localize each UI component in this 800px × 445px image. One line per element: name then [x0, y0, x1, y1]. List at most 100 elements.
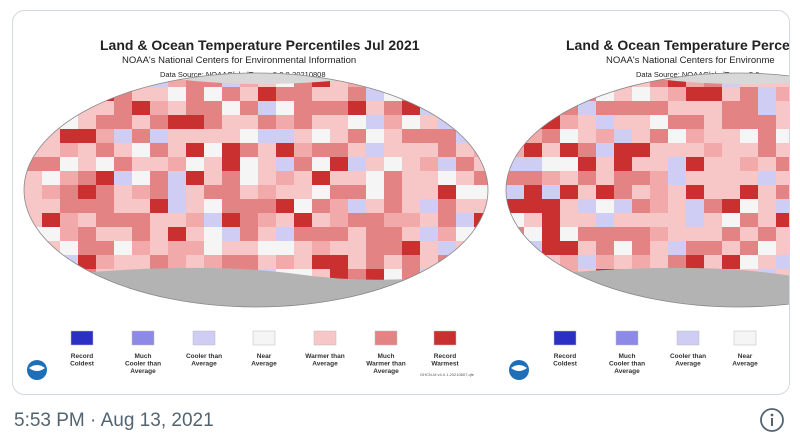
map-cell [294, 101, 312, 115]
map-cell [204, 87, 222, 101]
map-cell [524, 199, 542, 213]
map-cell [78, 115, 96, 129]
map-cell [420, 227, 438, 241]
map-cell [312, 227, 330, 241]
map-cell [96, 227, 114, 241]
map-cell [632, 255, 650, 269]
map-cell [114, 255, 132, 269]
legend-label: Coldest [70, 361, 95, 368]
map-cell [578, 185, 596, 199]
map-cell [78, 171, 96, 185]
map-cell [740, 213, 758, 227]
map-cell [402, 199, 420, 213]
map-cell [704, 185, 722, 199]
map-cell [420, 185, 438, 199]
map-cell [150, 129, 168, 143]
map-cell [668, 185, 686, 199]
legend-label: Average [130, 368, 156, 375]
legend-swatch [70, 330, 94, 346]
map-cell [276, 213, 294, 227]
map-cell [456, 185, 474, 199]
map-cell [240, 143, 258, 157]
map-cell [776, 185, 789, 199]
map-cell [560, 115, 578, 129]
map-cell [222, 115, 240, 129]
map-cell [240, 199, 258, 213]
map-cell [312, 241, 330, 255]
map-cell [650, 199, 668, 213]
map-cell [186, 185, 204, 199]
map-cell [650, 143, 668, 157]
map-cell [758, 129, 776, 143]
map-cell [258, 213, 276, 227]
map-cell [384, 241, 402, 255]
map-cell [686, 157, 704, 171]
map-cell [384, 157, 402, 171]
map-cell [348, 185, 366, 199]
map-cell [168, 171, 186, 185]
map-cell [114, 213, 132, 227]
map-cell [704, 171, 722, 185]
map-cell [438, 199, 456, 213]
map-cell [560, 199, 578, 213]
timestamp[interactable]: 5:53 PM · Aug 13, 2021 [14, 410, 214, 431]
map-cell [60, 143, 78, 157]
map-cell [132, 241, 150, 255]
legend-swatch [374, 330, 398, 346]
map-cell [776, 157, 789, 171]
map-cell [114, 129, 132, 143]
noaa-logo-bird [511, 365, 527, 371]
map-cell [650, 227, 668, 241]
map-cell [186, 129, 204, 143]
map-cell [668, 87, 686, 101]
map-cell [740, 157, 758, 171]
map-cell [560, 213, 578, 227]
map-cell [258, 199, 276, 213]
map-cell [366, 157, 384, 171]
map-cell [96, 241, 114, 255]
map-cell [258, 185, 276, 199]
map-cell [614, 115, 632, 129]
map-cell [402, 143, 420, 157]
map-cell [132, 143, 150, 157]
map-cell [24, 199, 42, 213]
map-cell [632, 213, 650, 227]
map-cell [578, 227, 596, 241]
map-cell [668, 241, 686, 255]
map-cell [794, 297, 800, 311]
map-cell [722, 129, 740, 143]
map-cell [96, 157, 114, 171]
map-cell [312, 157, 330, 171]
map-cell [150, 199, 168, 213]
map-cell [96, 129, 114, 143]
map-cell [722, 199, 740, 213]
map-cell [60, 227, 78, 241]
map-cell [150, 171, 168, 185]
map-cell [614, 241, 632, 255]
map-cell [614, 157, 632, 171]
legend-label: Average [191, 361, 217, 368]
map-cell [312, 87, 330, 101]
map-cell [420, 143, 438, 157]
map-cell [542, 157, 560, 171]
legend-label: Average [373, 368, 399, 375]
map-cell [650, 101, 668, 115]
info-icon[interactable] [757, 405, 787, 435]
map-cell [578, 255, 596, 269]
map-cell [776, 255, 789, 269]
map-cell [722, 87, 740, 101]
map-cell [204, 143, 222, 157]
map-cell [560, 157, 578, 171]
map-cell [258, 129, 276, 143]
map-cell [132, 185, 150, 199]
map-cell [204, 129, 222, 143]
map-cell [240, 101, 258, 115]
legend-label: Average [675, 361, 701, 368]
map-cell [524, 213, 542, 227]
map-cell [168, 241, 186, 255]
map-cell [312, 213, 330, 227]
map-cell [276, 129, 294, 143]
map-cell [402, 241, 420, 255]
map-cell [132, 227, 150, 241]
map-cell [758, 87, 776, 101]
